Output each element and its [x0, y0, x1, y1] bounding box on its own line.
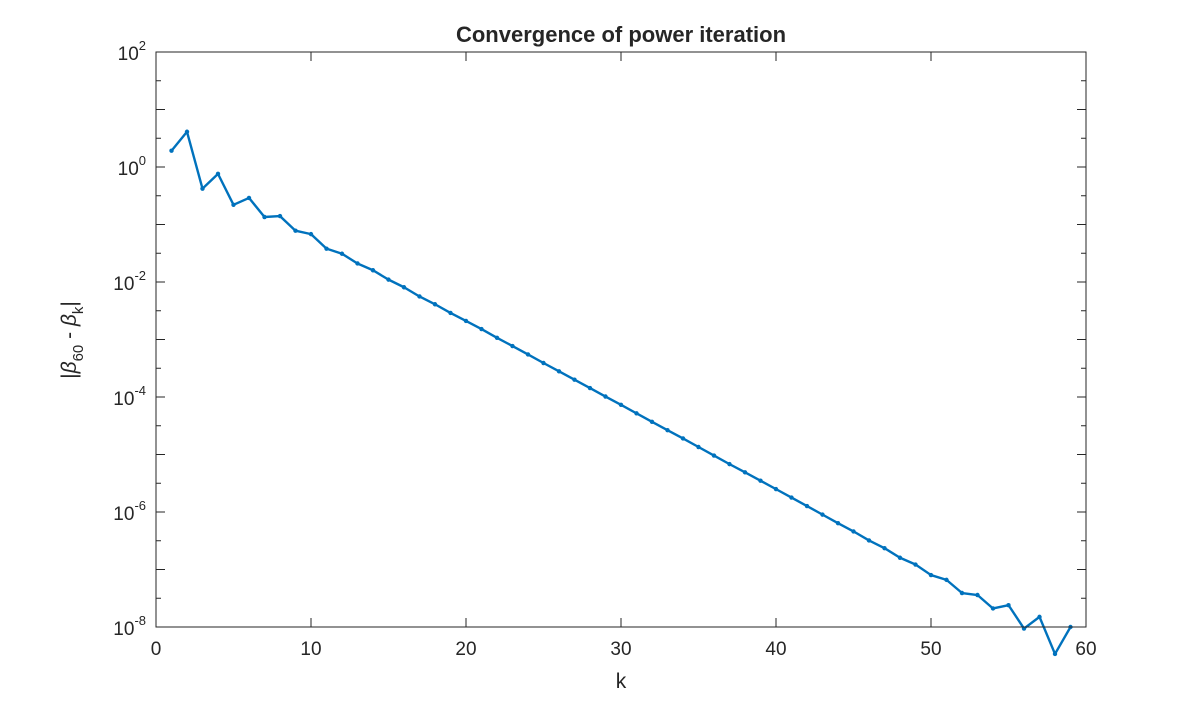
data-point	[727, 461, 732, 467]
y-tick-label: 10-8	[113, 613, 146, 640]
data-point	[773, 486, 779, 492]
data-point	[634, 411, 639, 416]
x-tick-label: 60	[1075, 639, 1096, 660]
y-tick-label-base: 10	[113, 274, 134, 295]
y-axis-label-sub-2: k	[70, 306, 87, 314]
y-tick-label-base: 10	[118, 159, 139, 180]
data-point	[556, 369, 562, 374]
data-point	[696, 444, 701, 450]
x-tick-label: 10	[300, 639, 321, 660]
data-point	[990, 606, 996, 611]
data-point	[742, 470, 748, 475]
y-axis-label-prefix: |	[58, 373, 81, 378]
y-axis-label-suffix: |	[58, 301, 81, 306]
data-point	[494, 335, 500, 341]
y-tick-label-exponent: 0	[139, 153, 146, 168]
data-point	[758, 478, 763, 483]
data-point	[851, 529, 856, 534]
data-point	[1052, 651, 1058, 657]
x-tick-label: 50	[920, 639, 941, 660]
y-axis-label-sub-1: 60	[70, 345, 87, 362]
data-point	[820, 512, 825, 517]
y-tick-label-exponent: -2	[134, 268, 146, 283]
data-point	[231, 202, 236, 208]
y-tick-label-exponent: -6	[134, 498, 146, 513]
data-point	[1037, 614, 1042, 620]
data-point	[541, 360, 546, 366]
y-tick-label: 10-6	[113, 498, 146, 525]
data-point	[246, 195, 252, 201]
data-point	[897, 555, 903, 560]
data-point	[928, 572, 934, 578]
data-point	[603, 394, 608, 399]
data-point	[324, 246, 329, 251]
data-point	[711, 453, 717, 458]
data-point	[432, 302, 438, 307]
data-point	[339, 251, 345, 256]
data-point	[417, 294, 422, 299]
x-tick-label: 30	[610, 639, 631, 660]
x-tick-label: 40	[765, 639, 786, 660]
y-tick-label-exponent: 2	[139, 38, 146, 53]
y-tick-label: 10-2	[113, 268, 146, 295]
data-point	[680, 436, 686, 441]
x-axis-label: k	[616, 670, 627, 693]
data-point	[184, 129, 190, 134]
y-tick-label-base: 10	[113, 504, 134, 525]
plot-area	[156, 52, 1086, 627]
data-point	[882, 545, 887, 551]
data-point	[293, 228, 298, 233]
y-axis-label-beta-1: β	[58, 361, 81, 374]
y-axis-label-middle: -	[58, 326, 81, 345]
data-point	[401, 285, 407, 290]
data-point	[510, 343, 515, 349]
data-point	[262, 214, 267, 220]
data-point	[200, 186, 205, 191]
data-point	[618, 402, 624, 408]
chart-title: Convergence of power iteration	[456, 22, 786, 47]
y-tick-label-exponent: -8	[134, 613, 146, 628]
y-tick-label: 10-4	[113, 383, 146, 410]
data-point	[649, 419, 655, 425]
data-point	[975, 592, 980, 598]
y-axis-label-beta-2: β	[58, 314, 81, 327]
data-point	[866, 538, 872, 543]
data-point	[944, 577, 949, 583]
y-tick-label: 102	[118, 38, 146, 65]
data-point	[169, 148, 174, 153]
axes-box	[155, 51, 1087, 628]
data-point	[463, 318, 469, 324]
data-point	[804, 503, 810, 509]
data-point	[479, 326, 484, 332]
data-point	[572, 377, 577, 382]
data-point	[1006, 602, 1011, 608]
data-point	[665, 427, 670, 433]
data-point	[370, 268, 376, 273]
data-point	[525, 352, 531, 357]
data-point	[448, 310, 453, 316]
data-point	[277, 213, 283, 219]
data-point	[913, 562, 918, 567]
data-point	[215, 171, 221, 177]
y-tick-label-exponent: -4	[134, 383, 146, 398]
series-layer	[169, 129, 1073, 657]
data-point	[308, 231, 314, 237]
y-tick-label-base: 10	[118, 44, 139, 65]
data-point	[959, 590, 965, 596]
y-tick-label-base: 10	[113, 619, 134, 640]
data-point	[789, 495, 794, 500]
x-tick-label: 20	[455, 639, 476, 660]
data-point	[587, 385, 593, 391]
y-tick-label: 100	[118, 153, 146, 180]
y-tick-label-base: 10	[113, 389, 134, 410]
data-point	[355, 261, 360, 266]
x-tick-label: 0	[151, 639, 162, 660]
data-point	[386, 277, 391, 282]
y-axis-label: |β60 - βk|	[58, 301, 87, 379]
data-point	[835, 520, 841, 526]
